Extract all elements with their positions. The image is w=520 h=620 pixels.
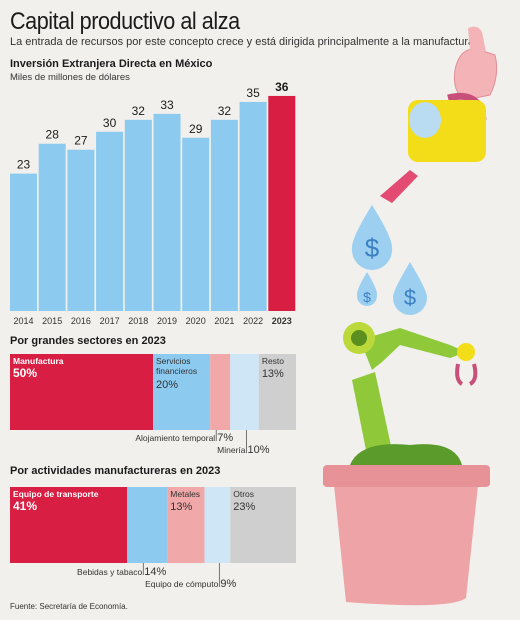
segment-name-label: Otros — [233, 489, 254, 499]
segment-manufactura — [10, 354, 153, 430]
segment-name-label: Manufactura — [13, 356, 64, 366]
year-tick-label: 2022 — [243, 316, 263, 326]
bar-value-label: 36 — [275, 80, 289, 94]
segment-value-label: 9% — [220, 578, 236, 590]
year-tick-label: 2015 — [42, 316, 62, 326]
hand-icon — [454, 48, 498, 101]
bar-chart-ylabel: Miles de millones de dólares — [10, 72, 130, 83]
segment-value-label: 50% — [13, 366, 37, 380]
bar-value-label: 28 — [46, 128, 60, 142]
manufacturing-title: Por actividades manufactureras en 2023 — [10, 465, 221, 477]
segment-name-label: Resto — [262, 356, 284, 366]
flower-pot-icon — [323, 468, 490, 606]
segment-value-label: 14% — [144, 566, 166, 578]
segment-otros — [230, 487, 296, 563]
segment-value-label: 23% — [233, 501, 255, 513]
bar-value-label: 23 — [17, 158, 31, 172]
bar-value-label: 32 — [218, 104, 232, 118]
year-tick-label: 2018 — [128, 316, 148, 326]
segment-miner-a — [230, 354, 259, 430]
svg-text:$: $ — [404, 285, 416, 310]
bar-2023 — [268, 95, 296, 312]
robot-arm-icon — [360, 328, 466, 370]
year-tick-label: 2023 — [272, 316, 292, 326]
bar-2022 — [239, 101, 267, 311]
segment-metales — [167, 487, 205, 563]
bar-value-label: 30 — [103, 116, 117, 130]
svg-text:$: $ — [363, 289, 371, 305]
bar-2018 — [124, 119, 152, 311]
page-subtitle: La entrada de recursos por este concepto… — [10, 36, 478, 48]
bar-value-label: 27 — [74, 134, 88, 148]
bar-2021 — [210, 119, 238, 311]
year-tick-label: 2016 — [71, 316, 91, 326]
annual-bar-chart: 23 2014 28 2015 27 2016 30 2017 32 2018 33 2019 29 20… — [10, 80, 296, 326]
source-note: Fuente: Secretaría de Economía. — [10, 602, 128, 611]
watering-illustration: $ $ $ — [323, 26, 498, 606]
bar-2016 — [67, 149, 95, 311]
page-title: Capital productivo al alza — [10, 8, 240, 35]
bar-value-label: 29 — [189, 122, 203, 136]
segment-name-label: Metales — [170, 489, 200, 499]
dollar-drop-icon — [351, 205, 393, 270]
bar-value-label: 32 — [132, 104, 146, 118]
dollar-drop-icon — [392, 262, 428, 315]
bar-2020 — [182, 137, 210, 311]
segment-equipo-de-transporte — [10, 487, 128, 563]
segment-name-label: Alojamiento temporal — [135, 433, 215, 443]
bar-2019 — [153, 113, 181, 311]
segment-value-label: 13% — [262, 368, 284, 380]
segment-value-label: 41% — [13, 499, 37, 513]
bar-2014 — [10, 173, 37, 311]
segment-servicios-financieros — [153, 354, 211, 430]
bar-2017 — [96, 131, 124, 311]
segment-name-label: Minería — [217, 445, 246, 455]
bar-value-label: 33 — [160, 98, 174, 112]
segment-bebidas-y-tabaco — [127, 487, 168, 563]
bar-2015 — [38, 143, 66, 311]
bar-chart-title: Inversión Extranjera Directa en México — [10, 58, 213, 70]
segment-name-label: Servicios financieros — [156, 356, 197, 376]
year-tick-label: 2020 — [186, 316, 206, 326]
year-tick-label: 2014 — [13, 316, 33, 326]
segment-value-label: 13% — [170, 501, 192, 513]
sector-title: Por grandes sectores en 2023 — [10, 335, 166, 347]
segment-name-label: Bebidas y tabaco — [77, 567, 142, 577]
segment-resto — [258, 354, 296, 430]
bar-value-label: 35 — [246, 86, 260, 100]
segment-value-label: 20% — [156, 379, 178, 391]
segment-alojamiento-temporal — [210, 354, 231, 430]
segment-name-label: Equipo de transporte — [13, 489, 99, 499]
svg-text:$: $ — [365, 233, 380, 263]
segment-name-label: Equipo de cómputo — [145, 579, 219, 589]
segment-value-label: 7% — [217, 432, 233, 444]
year-tick-label: 2017 — [100, 316, 120, 326]
dollar-drop-icon — [356, 272, 378, 306]
segment-equipo-de-c-mputo — [204, 487, 231, 563]
year-tick-label: 2019 — [157, 316, 177, 326]
segment-value-label: 10% — [248, 444, 270, 456]
year-tick-label: 2021 — [214, 316, 234, 326]
